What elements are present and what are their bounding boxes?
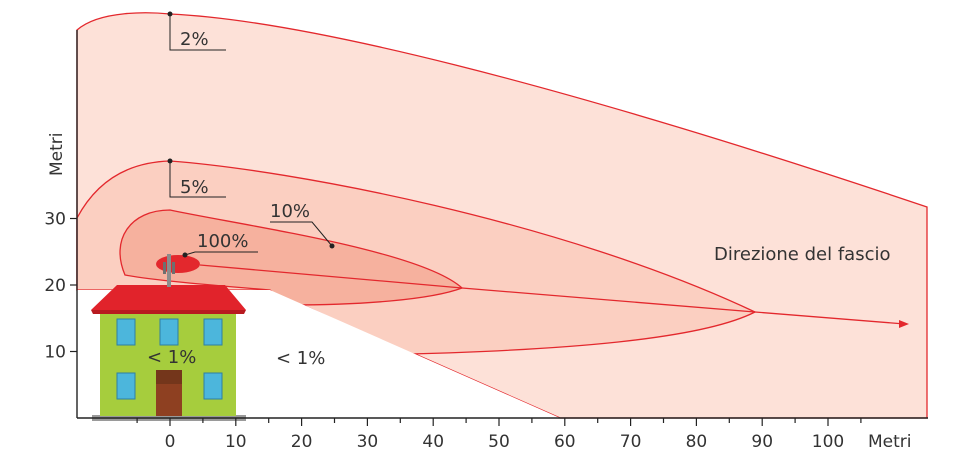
y-tick-marks xyxy=(70,217,77,353)
antenna-icon xyxy=(163,254,175,287)
zone-label-10-percent: 10% xyxy=(270,201,310,222)
beam-direction-arrow-line xyxy=(754,311,906,325)
y-axis-label: Metri xyxy=(47,132,67,176)
x-tick-labels: 0 10 20 30 40 50 60 70 80 90 100 xyxy=(165,432,845,452)
x-tick-label: 50 xyxy=(488,432,510,452)
zone-label-5-percent: 5% xyxy=(180,177,209,198)
zone-label-100-percent: 100% xyxy=(197,231,248,252)
x-tick-label: 10 xyxy=(225,432,247,452)
x-tick-label: 70 xyxy=(620,432,642,452)
x-tick-label: 60 xyxy=(554,432,576,452)
zone-label-2-percent: 2% xyxy=(180,29,209,50)
x-tick-label: 100 xyxy=(812,432,844,452)
x-tick-label: 30 xyxy=(357,432,379,452)
house-icon xyxy=(91,285,246,421)
y-tick-label: 30 xyxy=(44,210,66,230)
zone-10-percent xyxy=(119,209,464,306)
label-leaders xyxy=(169,14,333,256)
x-tick-label: 90 xyxy=(751,432,773,452)
x-tick-label: 40 xyxy=(422,432,444,452)
x-tick-label: 80 xyxy=(686,432,708,452)
x-tick-marks xyxy=(136,418,862,426)
x-tick-label: 20 xyxy=(291,432,313,452)
house-windows xyxy=(116,318,223,400)
beam-direction-label: Direzione del fascio xyxy=(714,244,890,265)
x-axis-label: Metri xyxy=(868,432,912,452)
below-building-label: < 1% xyxy=(276,348,325,369)
zone-100-percent xyxy=(156,255,200,273)
inside-house-label: < 1% xyxy=(147,347,196,368)
zone-5-percent xyxy=(76,160,757,355)
label-dots xyxy=(167,11,335,258)
y-tick-label: 20 xyxy=(44,276,66,296)
axes xyxy=(76,30,928,419)
y-tick-labels: 10 20 30 xyxy=(44,210,66,363)
beam-arrowhead xyxy=(899,320,909,328)
beam-lines xyxy=(199,264,906,325)
y-tick-label: 10 xyxy=(44,343,66,363)
x-tick-label: 0 xyxy=(165,432,176,452)
